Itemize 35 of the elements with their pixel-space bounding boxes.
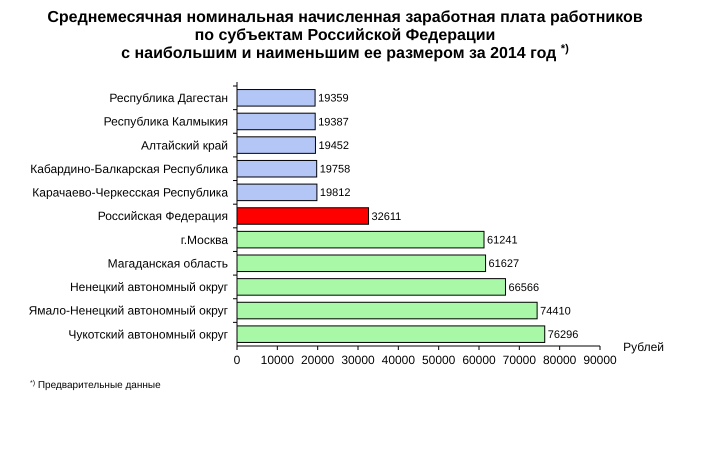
y-tick-label: Кабардино-Балкарская Республика [30,162,228,176]
x-axis-title: Рублей [623,340,664,354]
x-tick-label: 40000 [382,353,416,367]
data-label: 19758 [320,164,350,176]
y-tick-label: Алтайский край [140,138,228,152]
x-tick-label: 60000 [462,353,496,367]
data-label: 19812 [320,187,350,200]
y-tick-label: Республика Калмыкия [104,114,228,129]
x-tick-label: 20000 [300,353,335,367]
data-label: 66566 [508,282,540,294]
x-tick-label: 50000 [422,353,456,367]
x-tick-label: 80000 [542,353,577,367]
y-tick-label: Магаданская область [108,256,228,270]
x-tick-label: 30000 [341,353,376,367]
y-tick-label: Ямало-Ненецкий автономный округ [28,304,229,318]
x-tick-label: 10000 [260,353,294,367]
y-tick-label: Карачаево-Черкесская Республика [32,186,228,200]
text: $^{*)}$ Предварительные данные [30,378,162,391]
data-label: 76296 [548,329,578,342]
y-tick-label: Чукотский автономный округ [68,327,229,342]
y-tick-label: г.Москва [180,232,228,247]
x-tick-label: 0 [234,353,241,367]
data-label: 61241 [487,234,518,246]
y-tick-label: Ненецкий автономный округ [70,280,229,294]
x-tick-label: 70000 [502,353,536,367]
chart-title: Среднемесячная номинальная начисленная заработная плата работников по субъектам Российской Федерации с наибольшим и наименьшим ее размером за 2014 год $^{*)}$ [47,9,643,62]
data-label: 19387 [318,116,349,128]
data-label: 74410 [540,305,571,318]
data-label: 61627 [488,258,520,270]
y-tick-label: Российская Федерация [98,209,228,224]
data-label: 19452 [318,140,350,152]
y-tick-label: Республика Дагестан [109,91,228,106]
data-label: 19359 [318,92,349,105]
x-tick-label: 90000 [583,353,618,367]
data-label: 32611 [372,210,402,223]
